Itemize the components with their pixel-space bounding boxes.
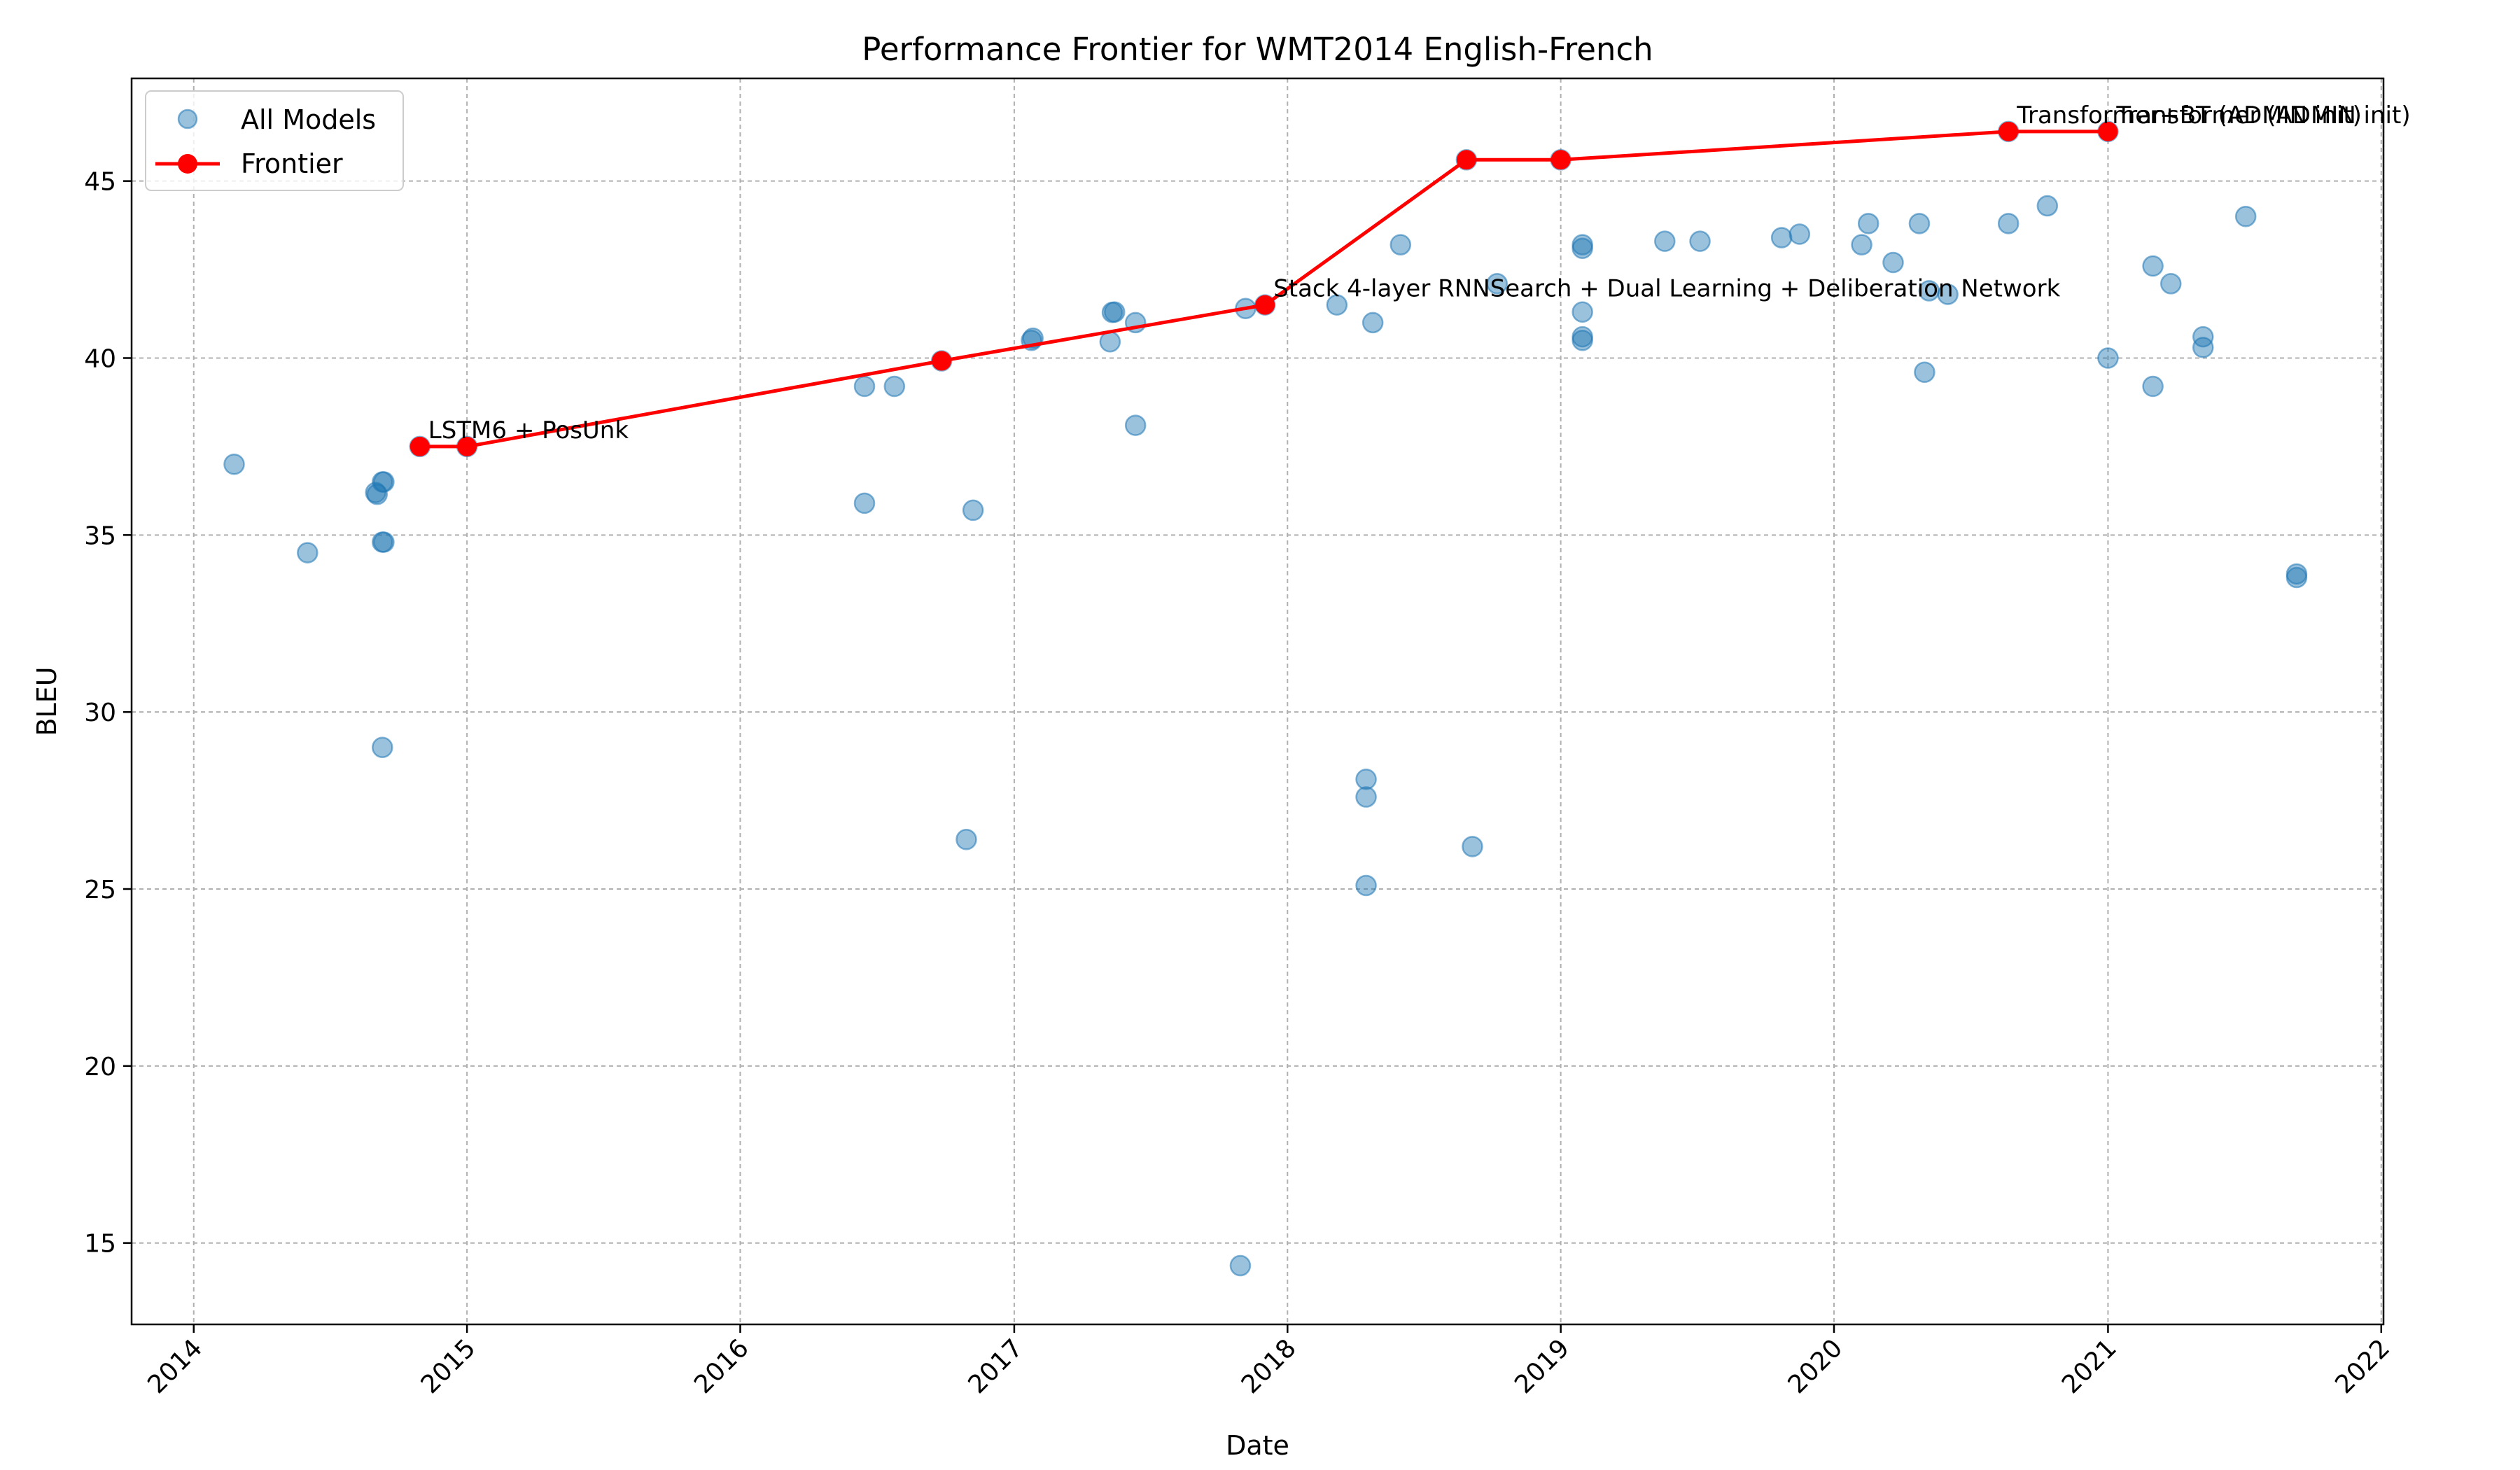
- scatter-point: [1099, 330, 1121, 353]
- scatter-point: [1229, 1254, 1252, 1277]
- scatter-point: [373, 471, 395, 493]
- scatter-point: [1572, 301, 1593, 323]
- scatter-point: [883, 375, 906, 398]
- y-axis-label: BLEU: [31, 666, 62, 736]
- scatter-point: [1689, 230, 1711, 252]
- scatter-point: [1124, 414, 1147, 436]
- frontier-point: [1550, 150, 1571, 170]
- legend: All Models Frontier: [145, 90, 404, 191]
- y-tick-label: 30: [84, 699, 116, 727]
- scatter-point: [2286, 566, 2308, 589]
- scatter-point: [366, 483, 388, 505]
- scatter-point: [1997, 213, 2019, 234]
- plot-frame: [130, 77, 2385, 1326]
- scatter-point: [373, 531, 395, 553]
- frontier-line: [419, 130, 2108, 449]
- scatter-point: [1857, 213, 1879, 234]
- frontier-annotation: LSTM6 + PosUnk: [428, 416, 629, 444]
- frontier-point: [1456, 150, 1476, 170]
- scatter-point: [1355, 769, 1377, 790]
- scatter-point: [2142, 375, 2164, 398]
- scatter-point: [1572, 237, 1593, 259]
- scatter-point: [1355, 786, 1377, 808]
- scatter-point: [1355, 874, 1377, 897]
- y-tick-label: 20: [84, 1053, 116, 1082]
- y-tick-label: 45: [84, 168, 116, 197]
- y-tick-label: 15: [84, 1230, 116, 1259]
- y-tick-label: 35: [84, 522, 116, 550]
- scatter-point: [955, 828, 977, 850]
- x-axis-label: Date: [1226, 1430, 1289, 1461]
- scatter-point: [853, 492, 876, 514]
- scatter-point: [1788, 223, 1811, 245]
- scatter-point: [2097, 347, 2119, 369]
- legend-frontier-marker: [178, 154, 197, 174]
- scatter-point: [1390, 234, 1412, 255]
- annotations: LSTM6 + PosUnk Stack 4-layer RNNSearch + …: [428, 102, 2411, 444]
- frontier-annotation: Stack 4-layer RNNSearch + Dual Learning …: [1273, 275, 2060, 303]
- scatter-point: [2142, 255, 2164, 277]
- scatter-point: [2160, 273, 2182, 295]
- y-axis: 15 20 25 30 35 40 45: [84, 168, 132, 1259]
- frontier-point: [2098, 121, 2118, 141]
- scatter-point: [1851, 234, 1872, 255]
- frontier-point: [1998, 121, 2019, 141]
- legend-frontier-label: Frontier: [241, 148, 343, 179]
- legend-all-models-label: All Models: [241, 104, 376, 135]
- frontier-annotation: Transformer+BT (ADMIN init): [2016, 102, 2362, 130]
- y-tick-label: 25: [84, 876, 116, 904]
- chart-title: Performance Frontier for WMT2014 English…: [862, 31, 1653, 68]
- scatter-point: [297, 542, 318, 564]
- frontier-annotation: Transformer (ADMIN init): [2115, 102, 2410, 130]
- frontier-point: [410, 436, 430, 456]
- scatter-point: [1362, 312, 1384, 334]
- frontier-point: [1255, 295, 1275, 315]
- scatter-point: [962, 499, 984, 522]
- scatter-point: [2192, 337, 2214, 358]
- scatter-point: [1882, 251, 1904, 274]
- scatter-point: [1908, 213, 1931, 234]
- scatter-point: [1103, 301, 1126, 323]
- scatter-point: [1462, 836, 1483, 858]
- all-models-points: [223, 120, 2308, 1277]
- scatter-point: [1770, 227, 1793, 248]
- scatter-point: [223, 453, 245, 475]
- scatter-point: [1914, 361, 1935, 383]
- frontier-point: [932, 351, 952, 371]
- y-tick-label: 40: [84, 344, 116, 373]
- scatter-point: [372, 736, 393, 758]
- scatter-point: [2234, 205, 2257, 227]
- scatter-point: [853, 375, 876, 398]
- legend-all-models-marker: [177, 108, 198, 130]
- scatter-point: [1937, 284, 1959, 305]
- scatter-point: [1486, 273, 1508, 295]
- scatter-point: [1326, 294, 1348, 316]
- grid: [132, 78, 2384, 1324]
- frontier-point: [457, 436, 477, 456]
- scatter-point: [1654, 230, 1676, 252]
- frontier-series: [410, 121, 2118, 456]
- scatter-point: [2036, 195, 2059, 217]
- scatter-point: [1572, 329, 1593, 351]
